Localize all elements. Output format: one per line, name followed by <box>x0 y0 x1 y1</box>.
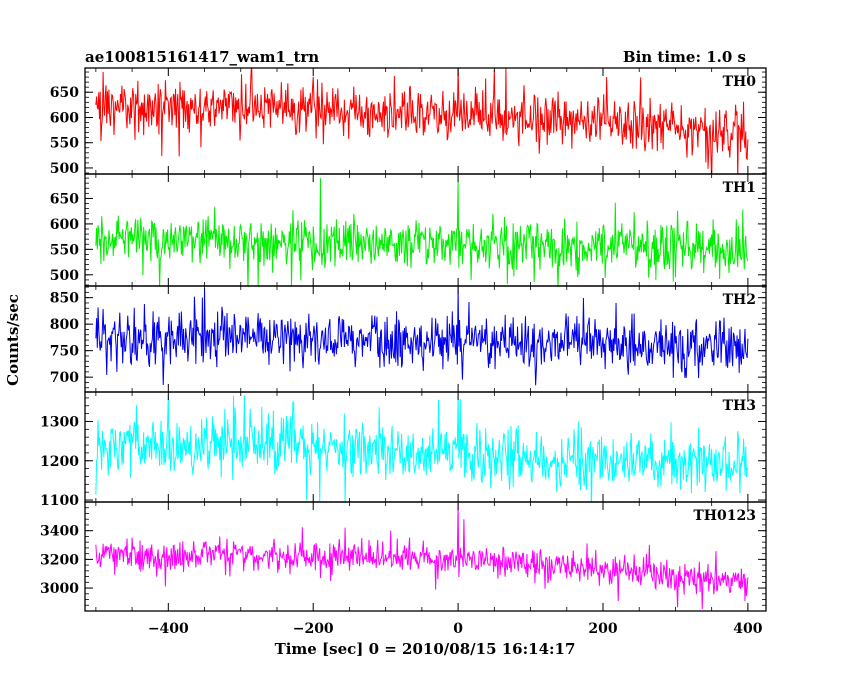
chart-title: ae100815161417_wam1_trn <box>85 48 319 66</box>
y-tick-label: 1300 <box>40 414 79 430</box>
x-axis-title: Time [sec] 0 = 2010/08/15 16:14:17 <box>275 640 576 658</box>
x-tick-label: −400 <box>148 621 189 637</box>
panel-label-th0123: TH0123 <box>693 508 756 524</box>
panel-th3: 1100 1200 1300 TH3 <box>40 391 767 509</box>
panel-th1: 500 550 600 650 TH1 <box>50 173 767 287</box>
y-tick-label: 800 <box>50 317 79 333</box>
trace-th0123 <box>95 502 749 610</box>
y-tick-label: 700 <box>50 370 79 386</box>
panel-frame <box>84 391 767 503</box>
panel-label-th1: TH1 <box>723 180 756 196</box>
y-tick-label: 500 <box>50 268 79 284</box>
y-tick-label: 3400 <box>40 524 79 540</box>
y-tick-label: 650 <box>50 191 79 207</box>
y-tick-label: 3000 <box>40 581 79 597</box>
x-tick-label: −200 <box>293 621 334 637</box>
bin-time-label: Bin time: 1.0 s <box>623 48 746 66</box>
y-tick-label: 850 <box>50 291 79 307</box>
panel-label-th2: TH2 <box>723 292 756 308</box>
y-tick-label: 650 <box>50 85 79 101</box>
y-tick-label: 550 <box>50 242 79 258</box>
x-tick-label: 400 <box>733 621 762 637</box>
y-tick-label: 500 <box>50 161 79 177</box>
trace-th1 <box>95 178 749 286</box>
y-tick-label: 600 <box>50 110 79 126</box>
panel-th0123: 3000 3200 3400 TH0123 <box>40 501 767 612</box>
x-axis: −400 −200 0 200 400 <box>148 621 763 637</box>
y-tick-label: 550 <box>50 136 79 152</box>
panel-label-th3: TH3 <box>723 398 756 414</box>
panel-th2: 700 750 800 850 TH2 <box>50 285 767 393</box>
panel-frame <box>84 501 767 612</box>
y-tick-label: 1100 <box>40 493 79 509</box>
panel-label-th0: TH0 <box>723 74 757 90</box>
panel-th0: 500 550 600 650 TH0 <box>50 67 767 177</box>
panels-group: 500 550 600 650 TH0 500 550 600 650 TH1 700 750 800 8… <box>40 67 767 612</box>
trace-th2 <box>95 287 749 386</box>
y-axis-title: Counts/sec <box>4 294 22 386</box>
y-tick-label: 600 <box>50 217 79 233</box>
trace-th3 <box>95 393 749 502</box>
y-tick-label: 750 <box>50 344 79 360</box>
x-tick-label: 200 <box>588 621 617 637</box>
y-tick-label: 3200 <box>40 552 79 568</box>
x-tick-label: 0 <box>453 621 463 637</box>
y-tick-label: 1200 <box>40 454 79 470</box>
trace-th0 <box>95 68 749 174</box>
